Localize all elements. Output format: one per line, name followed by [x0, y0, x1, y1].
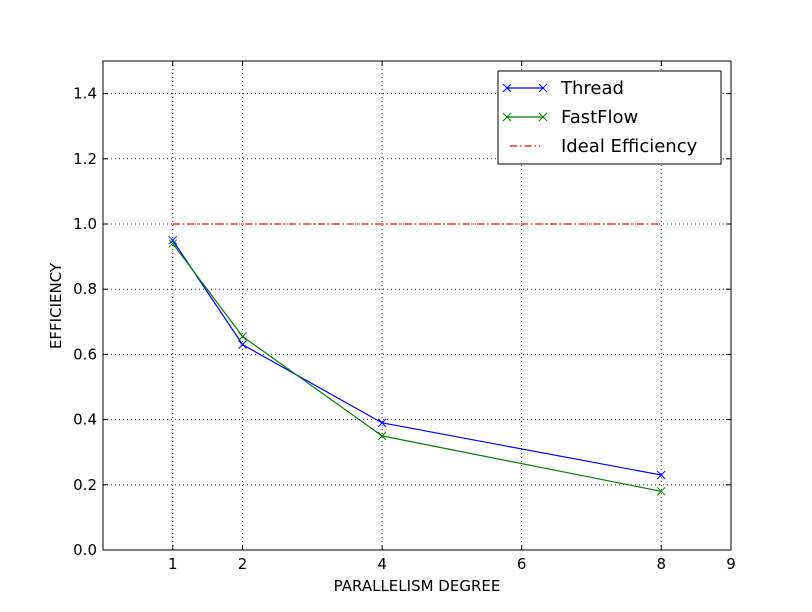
thread-point	[377, 418, 387, 428]
y-tick-label: 1.4	[73, 85, 97, 103]
fastflow-line	[172, 243, 662, 492]
thread-line	[172, 239, 662, 476]
x-tick-label: 4	[377, 555, 387, 573]
legend-marker-thread	[502, 83, 512, 93]
thread-point	[168, 235, 178, 245]
x-axis-label: PARALLELISM DEGREE	[334, 577, 501, 595]
thread-point	[656, 470, 666, 480]
y-tick-label: 0.6	[73, 345, 97, 363]
legend-marker-fastflow	[538, 112, 548, 122]
y-tick-label: 1.2	[73, 150, 97, 168]
legend: Thread FastFlow Ideal Efficiency	[497, 70, 722, 165]
legend-label-thread: Thread	[560, 78, 624, 99]
x-tick-label: 9	[726, 555, 736, 573]
plot-series	[168, 223, 666, 496]
legend-marker-fastflow	[502, 112, 512, 122]
y-tick-label: 1.0	[73, 215, 97, 233]
x-tick-label: 6	[517, 555, 527, 573]
y-axis-label: EFFICIENCY	[47, 262, 65, 349]
axis-ticks: 1 2 4 6 8 9 0.0 0.2 0.4 0.6 0.8 1.0 1.2 1.4	[73, 61, 736, 573]
legend-marker-thread	[538, 83, 548, 93]
thread-point	[238, 340, 247, 349]
y-tick-label: 0.0	[73, 541, 97, 559]
fastflow-point	[656, 486, 666, 496]
y-tick-label: 0.2	[73, 476, 97, 494]
fastflow-point	[168, 239, 178, 248]
legend-label-fastflow: FastFlow	[561, 107, 638, 128]
y-tick-label: 0.4	[73, 411, 97, 429]
fastflow-point	[238, 332, 247, 341]
legend-label-ideal-efficiency: Ideal Efficiency	[561, 136, 698, 157]
plot-frame	[102, 60, 732, 551]
fastflow-point	[377, 431, 387, 441]
x-tick-label: 8	[656, 555, 666, 573]
x-tick-label: 2	[238, 555, 248, 573]
y-tick-label: 0.8	[73, 280, 97, 298]
x-tick-label: 1	[168, 555, 178, 573]
